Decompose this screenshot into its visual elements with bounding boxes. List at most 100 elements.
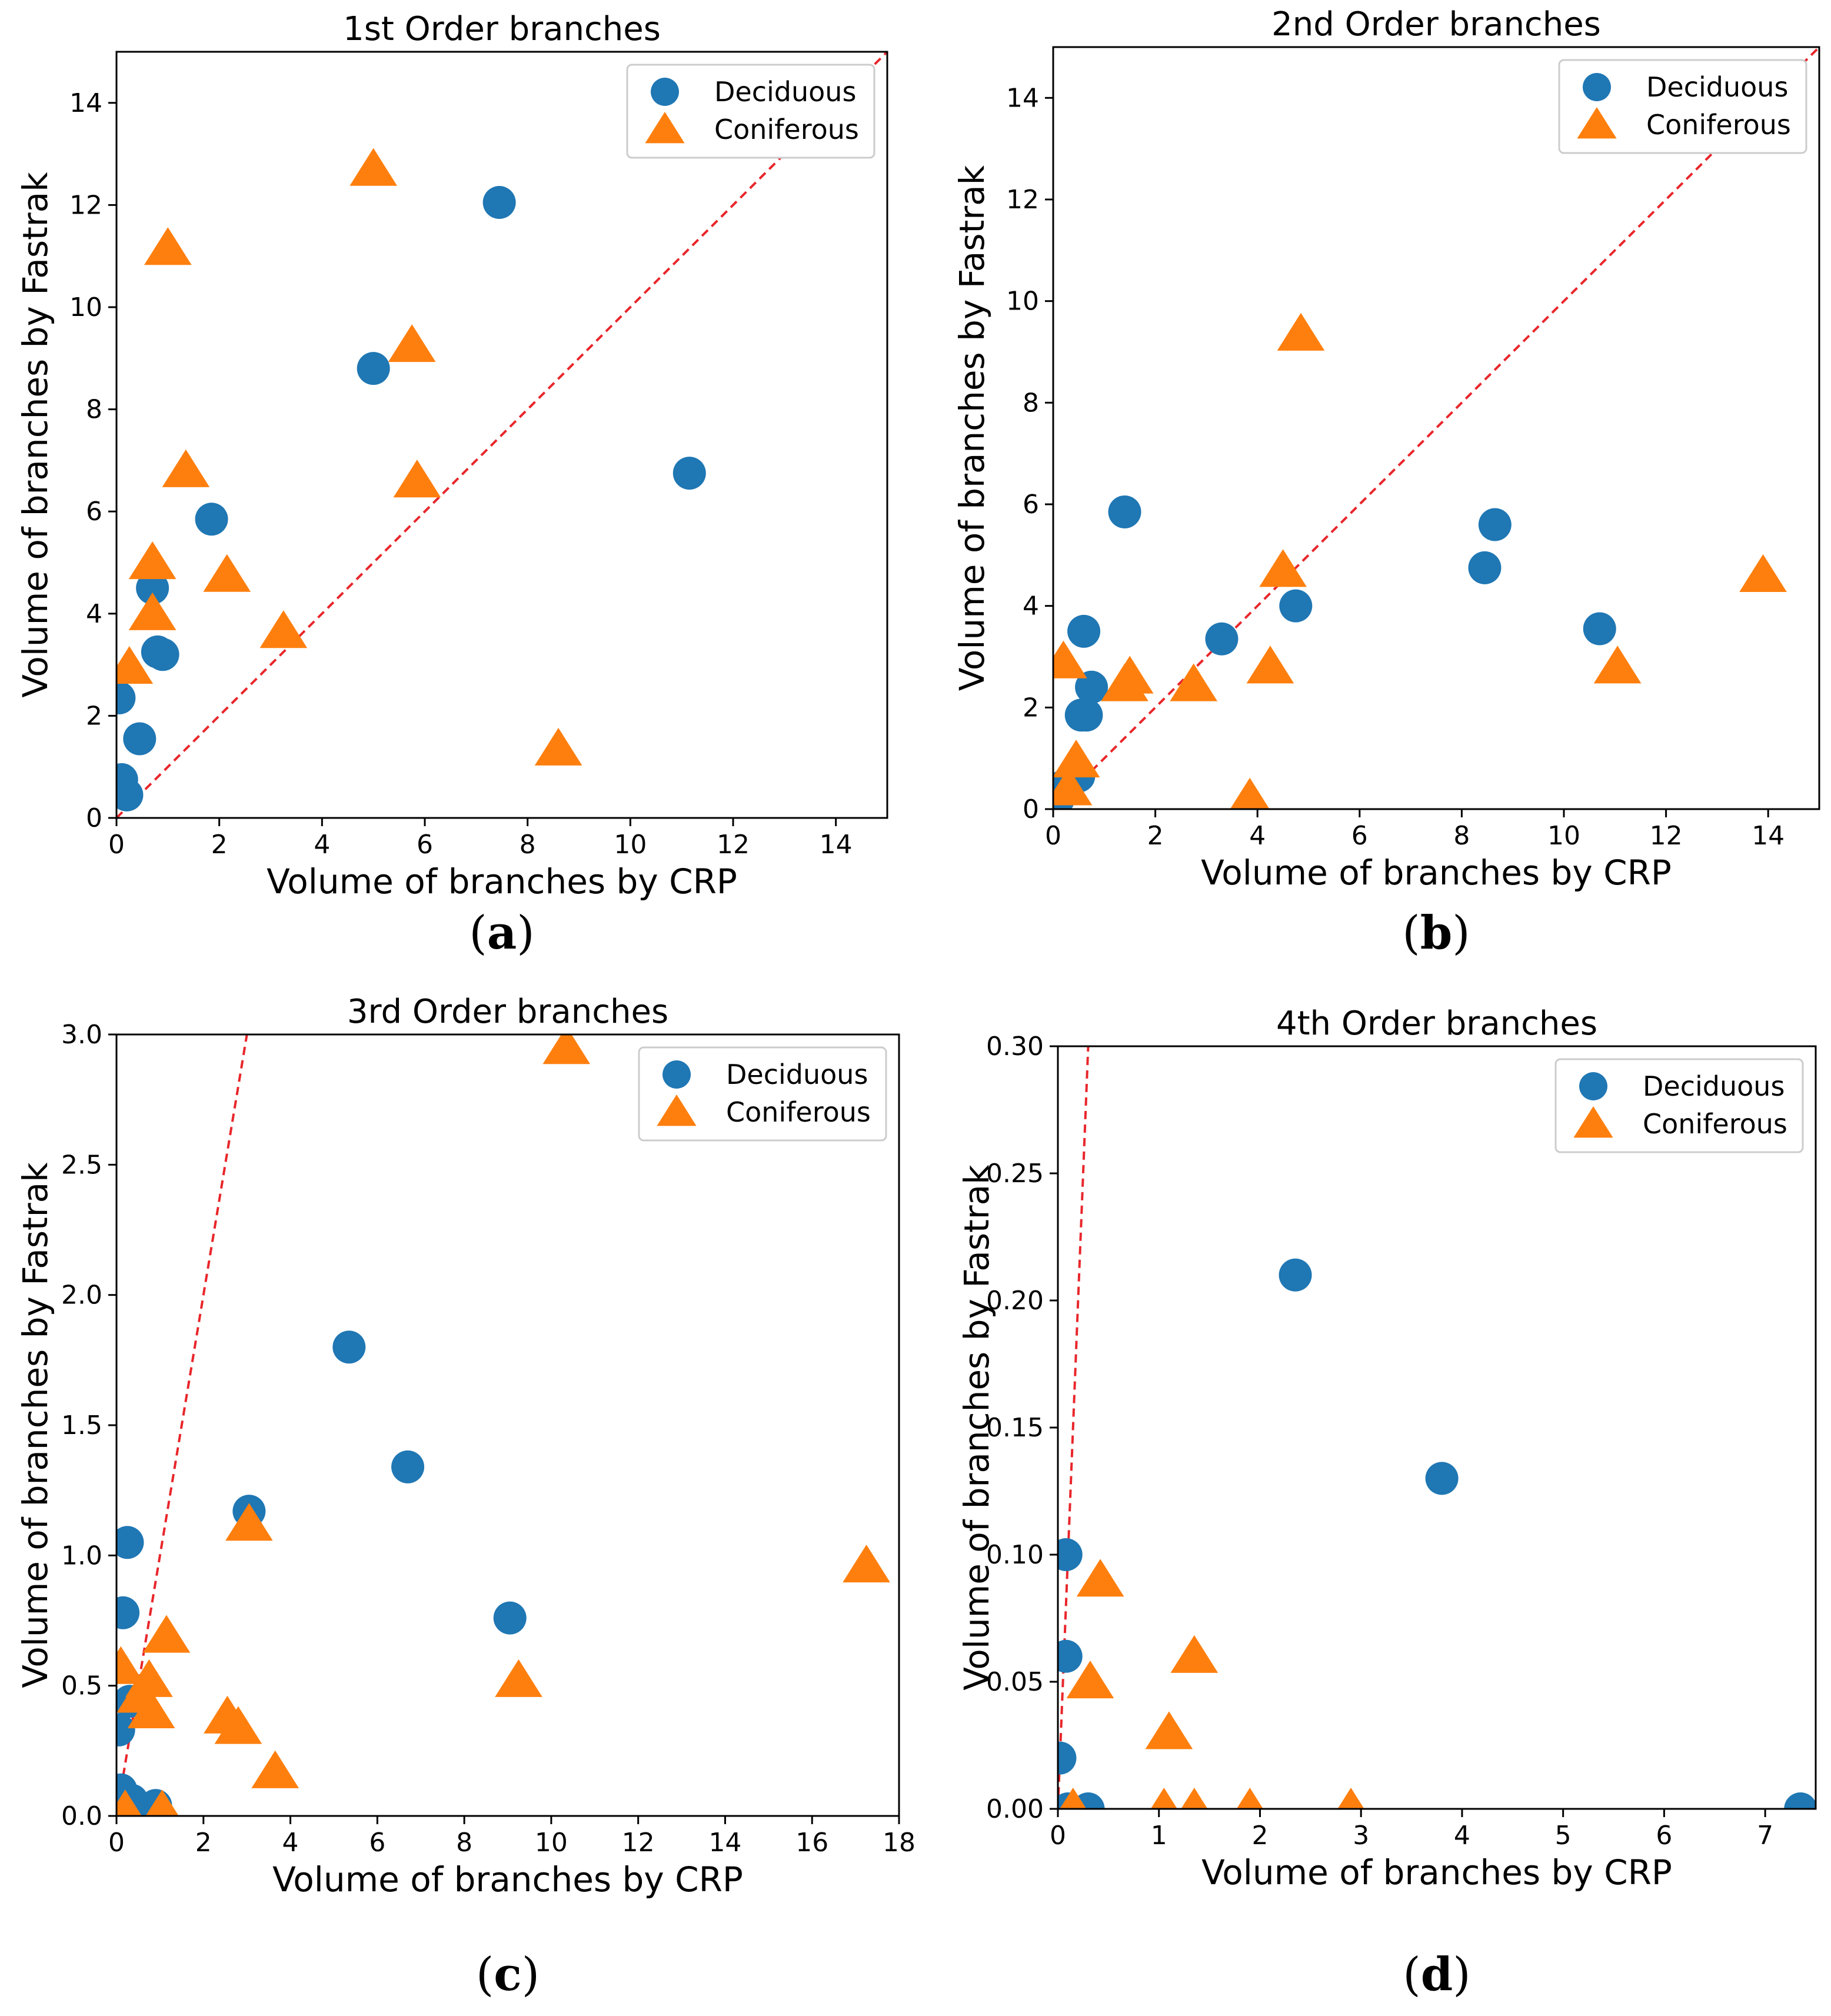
panel-label: (a)	[469, 906, 534, 960]
chart-title: 3rd Order branches	[347, 993, 668, 1031]
x-tick-label: 2	[211, 830, 228, 860]
series-coniferous	[1060, 1559, 1364, 1809]
x-tick-label: 16	[795, 1828, 828, 1858]
x-tick-label: 6	[369, 1828, 385, 1858]
data-point-triangle	[1170, 1635, 1219, 1673]
legend-marker-triangle	[1577, 107, 1617, 139]
data-point-triangle	[125, 1659, 173, 1697]
data-point-triangle	[225, 1503, 273, 1541]
legend-entry-label: Deciduous	[1646, 71, 1788, 103]
chart-title: 1st Order branches	[343, 10, 661, 48]
data-point-circle	[1075, 670, 1108, 704]
y-tick-label: 0.0	[61, 1801, 102, 1831]
data-point-triangle	[214, 1706, 262, 1744]
data-point-circle	[482, 186, 516, 219]
y-tick-label: 0.25	[986, 1159, 1044, 1189]
data-point-circle	[1279, 1258, 1312, 1292]
data-point-circle	[146, 638, 179, 671]
x-tick-label: 1	[1151, 1821, 1167, 1851]
x-tick-label: 10	[614, 830, 647, 860]
x-tick-label: 6	[1656, 1821, 1672, 1851]
x-tick-label: 2	[1251, 1821, 1268, 1851]
x-tick-label: 8	[520, 830, 536, 860]
data-point-circle	[116, 1526, 144, 1559]
data-point-triangle	[1230, 777, 1270, 809]
x-tick-label: 6	[1351, 821, 1368, 851]
y-tick-label: 0.5	[61, 1671, 102, 1701]
data-point-triangle	[203, 554, 251, 592]
x-tick-label: 18	[883, 1828, 916, 1858]
data-point-triangle	[1170, 663, 1218, 701]
data-point-triangle	[162, 449, 210, 487]
data-point-circle	[1205, 622, 1239, 656]
y-axis-label: Volume of branches by Fastrak	[15, 172, 55, 698]
data-point-circle	[1478, 508, 1512, 541]
x-tick-label: 12	[622, 1828, 655, 1858]
y-tick-label: 0.05	[986, 1667, 1044, 1697]
panel-label: (b)	[1402, 906, 1470, 960]
data-point-circle	[1058, 1639, 1083, 1673]
x-tick-label: 3	[1353, 1821, 1369, 1851]
data-point-triangle	[1053, 640, 1087, 678]
data-point-triangle	[1066, 1661, 1114, 1699]
y-tick-label: 0.15	[986, 1413, 1044, 1443]
y-tick-label: 8	[86, 395, 102, 425]
plot-frame	[1052, 46, 1820, 810]
data-point-circle	[1784, 1792, 1816, 1809]
y-tick-label: 10	[69, 292, 102, 322]
data-point-triangle	[1246, 646, 1294, 684]
y-tick-label: 2.0	[61, 1280, 102, 1310]
data-point-triangle	[1060, 1788, 1087, 1809]
data-point-triangle	[349, 148, 397, 186]
data-point-circle	[1279, 589, 1313, 623]
x-axis-label: Volume of branches by CRP	[1201, 853, 1672, 893]
plot-frame	[115, 51, 888, 819]
panel-d: 0 1 2 3 4 5 6 7 0.00 0.05 0.10 0.15 0.20 0.25 0.30 4th …	[957, 1004, 1817, 2001]
legend-entry-label: Deciduous	[714, 76, 856, 108]
chart-title: 4th Order branches	[1276, 1004, 1597, 1043]
data-point-triangle	[1739, 554, 1787, 592]
legend-entry-label: Coniferous	[1643, 1108, 1787, 1140]
data-point-triangle	[1053, 739, 1100, 778]
data-point-triangle	[542, 1034, 591, 1064]
data-point-triangle	[251, 1750, 299, 1788]
data-point-circle	[116, 778, 144, 811]
legend-frame	[1554, 1058, 1804, 1153]
x-tick-label: 4	[282, 1828, 299, 1858]
series-deciduous	[116, 186, 706, 811]
data-point-triangle	[142, 1615, 191, 1653]
y-tick-label: 10	[1006, 287, 1039, 317]
data-point-circle	[1468, 551, 1502, 584]
x-tick-label: 2	[1147, 821, 1164, 851]
legend-entry-label: Deciduous	[726, 1059, 868, 1090]
reference-line	[1058, 1046, 1090, 1809]
legend-frame	[638, 1046, 887, 1142]
x-tick-label: 0	[1050, 1821, 1066, 1851]
x-tick-label: 12	[717, 830, 750, 860]
legend: Deciduous Coniferous	[638, 1046, 887, 1142]
legend-frame	[626, 64, 875, 159]
y-axis-label: Volume of branches by Fastrak	[15, 1162, 55, 1688]
x-tick-label: 8	[1453, 821, 1470, 851]
data-point-triangle	[1076, 1559, 1124, 1597]
data-point-triangle	[1236, 1788, 1263, 1809]
data-point-circle	[123, 722, 157, 756]
legend: Deciduous Coniferous	[626, 64, 875, 159]
data-point-triangle	[1277, 312, 1325, 351]
y-tick-label: 0	[1023, 794, 1039, 824]
data-point-circle	[1583, 612, 1616, 646]
data-point-triangle	[843, 1545, 890, 1583]
data-point-circle	[1070, 698, 1103, 732]
y-tick-label: 1.5	[61, 1410, 102, 1441]
data-point-triangle	[1337, 1788, 1364, 1809]
data-point-triangle	[116, 646, 154, 684]
reference-line	[1053, 47, 1819, 809]
x-tick-label: 14	[820, 830, 853, 860]
data-point-circle	[332, 1330, 366, 1364]
data-point-circle	[136, 571, 169, 605]
panel-a: 0 2 4 6 8 10 12 14 0 2 4 6 8 10 12 14 1st Order branches…	[15, 10, 888, 960]
panel-label: (d)	[1403, 1948, 1470, 2001]
y-tick-label: 0.10	[986, 1540, 1044, 1570]
